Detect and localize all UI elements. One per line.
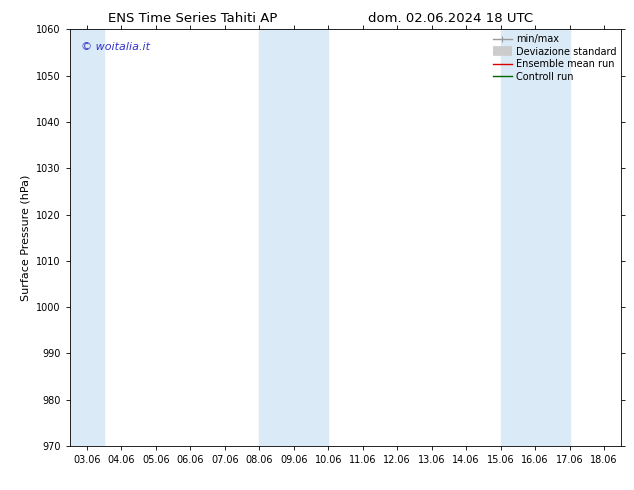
Bar bbox=[501, 29, 569, 446]
Text: dom. 02.06.2024 18 UTC: dom. 02.06.2024 18 UTC bbox=[368, 12, 533, 25]
Text: ENS Time Series Tahiti AP: ENS Time Series Tahiti AP bbox=[108, 12, 277, 25]
Y-axis label: Surface Pressure (hPa): Surface Pressure (hPa) bbox=[20, 174, 30, 301]
Bar bbox=[259, 29, 328, 446]
Text: © woitalia.it: © woitalia.it bbox=[81, 42, 150, 52]
Legend: min/max, Deviazione standard, Ensemble mean run, Controll run: min/max, Deviazione standard, Ensemble m… bbox=[491, 32, 618, 83]
Bar bbox=[70, 29, 104, 446]
